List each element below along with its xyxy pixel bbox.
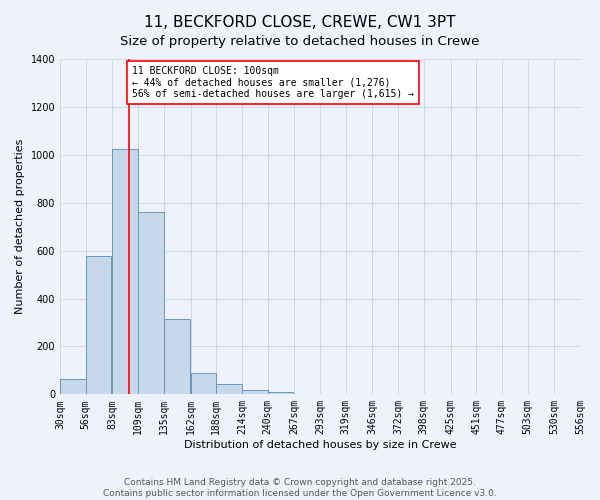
Text: 11, BECKFORD CLOSE, CREWE, CW1 3PT: 11, BECKFORD CLOSE, CREWE, CW1 3PT: [144, 15, 456, 30]
Bar: [268, 392, 293, 394]
Bar: [164, 319, 190, 394]
Bar: [242, 390, 268, 394]
Bar: [112, 150, 138, 394]
Bar: [191, 373, 216, 394]
Y-axis label: Number of detached properties: Number of detached properties: [15, 139, 25, 314]
Text: 11 BECKFORD CLOSE: 100sqm
← 44% of detached houses are smaller (1,276)
56% of se: 11 BECKFORD CLOSE: 100sqm ← 44% of detac…: [132, 66, 414, 100]
Bar: [60, 379, 86, 394]
Bar: [138, 212, 164, 394]
X-axis label: Distribution of detached houses by size in Crewe: Distribution of detached houses by size …: [184, 440, 457, 450]
Bar: [216, 384, 242, 394]
Text: Contains HM Land Registry data © Crown copyright and database right 2025.
Contai: Contains HM Land Registry data © Crown c…: [103, 478, 497, 498]
Bar: [86, 256, 112, 394]
Text: Size of property relative to detached houses in Crewe: Size of property relative to detached ho…: [121, 35, 479, 48]
